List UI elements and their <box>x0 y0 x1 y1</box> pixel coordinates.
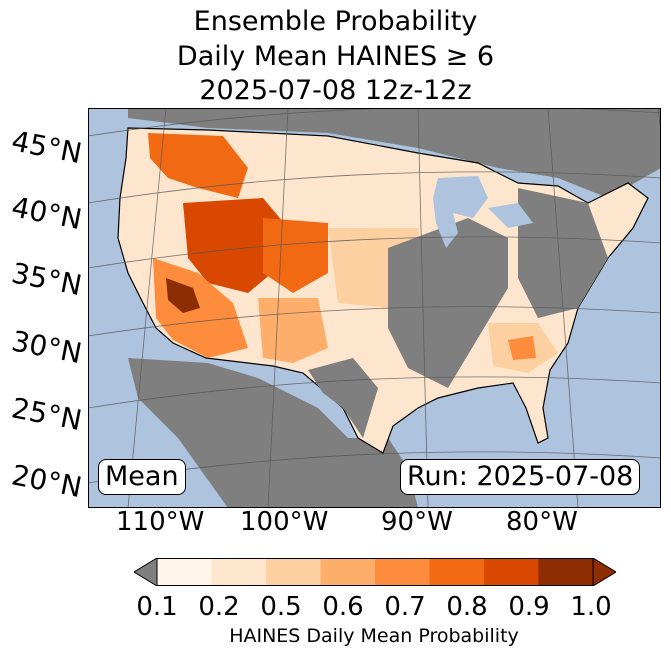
title-line-2: Daily Mean HAINES ≥ 6 <box>176 41 495 72</box>
colorado-high <box>263 218 328 293</box>
colorbar-tick: 0.7 <box>384 592 426 622</box>
colorbar-tick: 1.0 <box>570 592 612 622</box>
colorbar-segment <box>157 558 212 586</box>
east-grey <box>518 188 608 318</box>
sc-high <box>508 336 536 360</box>
colorbar-tick: 0.1 <box>136 592 178 622</box>
title-line-1: Ensemble Probability <box>193 6 478 37</box>
lat-label: 40°N <box>8 190 85 237</box>
lon-label: 100°W <box>240 507 329 537</box>
lat-label: 20°N <box>8 458 85 505</box>
colorbar-tick: 0.9 <box>508 592 550 622</box>
colorbar-tick: 0.5 <box>260 592 302 622</box>
texas-grey <box>308 358 378 438</box>
colorbar-tick: 0.6 <box>322 592 364 622</box>
mojave-peak <box>166 278 200 313</box>
colorbar-frame <box>156 558 594 586</box>
lon-label: 90°W <box>381 507 453 537</box>
great-basin-high <box>183 198 288 293</box>
stat-box: Mean <box>98 459 186 495</box>
mexico-land <box>128 358 418 508</box>
great-lakes <box>433 176 533 248</box>
probability-map <box>88 108 661 508</box>
run-box: Run: 2025-07-08 <box>400 459 641 495</box>
colorbar-tick: 0.2 <box>198 592 240 622</box>
lat-label: 35°N <box>8 256 85 303</box>
canada-land <box>128 108 661 198</box>
colorbar-label: HAINES Daily Mean Probability <box>229 625 519 647</box>
colorbar-segment <box>266 558 321 586</box>
midwest-grey <box>388 218 508 388</box>
colorbar-segment <box>320 558 375 586</box>
lon-label: 110°W <box>116 507 205 537</box>
lat-label: 25°N <box>8 391 85 438</box>
colorbar-under-extend <box>134 558 158 586</box>
pnw-high <box>148 133 248 198</box>
colorbar-tick: 0.8 <box>446 592 488 622</box>
colorbar-segment <box>484 558 539 586</box>
colorbar <box>134 558 616 586</box>
colorbar-segment <box>429 558 484 586</box>
map-frame <box>88 108 661 508</box>
lat-label: 30°N <box>8 324 85 371</box>
colorbar-segment <box>375 558 430 586</box>
lat-label: 45°N <box>8 124 85 171</box>
title-line-3: 2025-07-08 12z-12z <box>199 75 472 106</box>
lon-label: 80°W <box>506 507 578 537</box>
colorbar-segment <box>538 558 593 586</box>
colorbar-segment <box>211 558 266 586</box>
colorbar-over-extend <box>592 558 616 586</box>
